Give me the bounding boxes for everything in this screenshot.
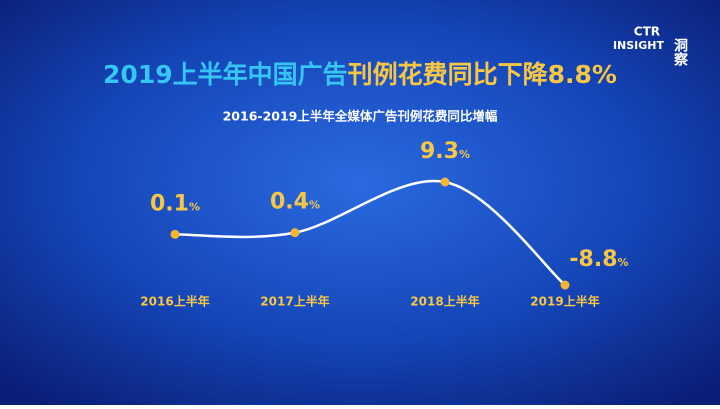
title-part: 刊例花费同比下降8.8% (348, 60, 617, 89)
marker (440, 177, 450, 187)
data-label: 0.1% (150, 191, 200, 216)
data-label: 9.3% (420, 139, 470, 164)
x-tick-label: 2018上半年 (410, 294, 479, 309)
line (174, 179, 566, 286)
x-tick-label: 2019上半年 (530, 294, 599, 309)
data-label-value: 9.3 (420, 139, 459, 164)
logo-cn: 洞察 (672, 38, 688, 67)
logo-sub: INSIGHT (613, 39, 665, 52)
chart-subtitle: 2016-2019上半年全媒体广告刊例花费同比增幅 (223, 109, 498, 124)
data-label-value: 0.4 (270, 190, 309, 215)
marker (170, 229, 180, 239)
x-tick-label: 2017上半年 (260, 294, 329, 309)
data-label: 0.4% (270, 190, 320, 215)
chart-title: 2019上半年中国广告刊例花费同比下降8.8% (103, 60, 617, 89)
data-label-unit: % (309, 199, 320, 212)
data-label-value: -8.8 (569, 247, 617, 272)
data-label-unit: % (618, 256, 629, 269)
data-label-value: 0.1 (150, 191, 189, 216)
data-label-unit: % (459, 148, 470, 161)
data-label-unit: % (189, 200, 200, 213)
title-part: 2019上半年中国广告 (103, 60, 348, 89)
logo-brand: CTR (634, 25, 660, 39)
data-label: -8.8% (569, 247, 628, 272)
logo: CTR INSIGHT 洞察 (613, 25, 688, 68)
marker (290, 228, 300, 238)
marker (560, 280, 570, 290)
x-tick-label: 2016上半年 (140, 294, 209, 309)
